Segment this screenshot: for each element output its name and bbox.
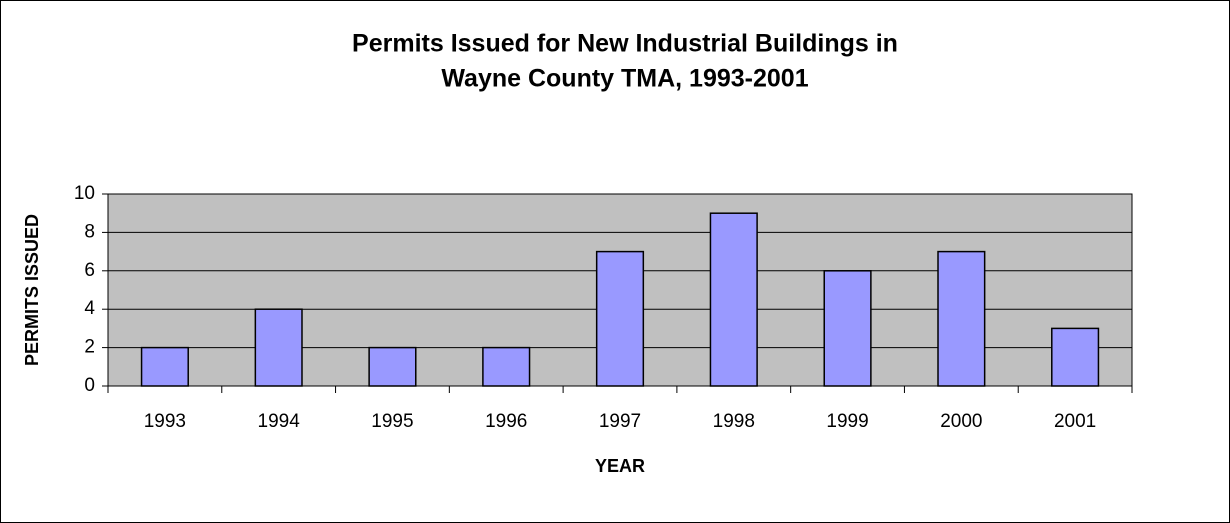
x-tick-label: 2001 xyxy=(1054,411,1096,432)
bar xyxy=(937,250,986,387)
y-tick-label: 10 xyxy=(74,183,95,204)
bar xyxy=(709,212,758,387)
x-tick-label: 2000 xyxy=(940,411,982,432)
y-axis-label: PERMITS ISSUED xyxy=(22,214,42,366)
bar xyxy=(482,346,531,387)
bar xyxy=(595,250,645,387)
y-tick-label: 6 xyxy=(84,260,95,281)
x-axis-label: YEAR xyxy=(595,456,645,476)
x-tick-label: 1994 xyxy=(258,411,301,432)
chart-title: Wayne County TMA, 1993-2001 xyxy=(441,65,808,93)
y-tick-label: 4 xyxy=(84,298,95,319)
x-tick-label: 1998 xyxy=(713,411,755,432)
y-tick-label: 8 xyxy=(84,221,95,242)
y-tick-label: 0 xyxy=(84,375,95,396)
x-tick-label: 1995 xyxy=(371,411,413,432)
y-tick-label: 2 xyxy=(84,337,95,358)
bar xyxy=(823,270,872,387)
x-tick-label: 1993 xyxy=(144,411,186,432)
x-tick-label: 1999 xyxy=(826,411,868,432)
bar xyxy=(1051,327,1100,387)
x-tick-label: 1997 xyxy=(599,411,641,432)
bar xyxy=(368,346,417,387)
y-axis-label-group: PERMITS ISSUED xyxy=(22,214,42,366)
bar xyxy=(140,346,189,387)
x-tick-label: 1996 xyxy=(485,411,527,432)
bar xyxy=(254,308,303,387)
chart-title: Permits Issued for New Industrial Buildi… xyxy=(352,30,898,58)
